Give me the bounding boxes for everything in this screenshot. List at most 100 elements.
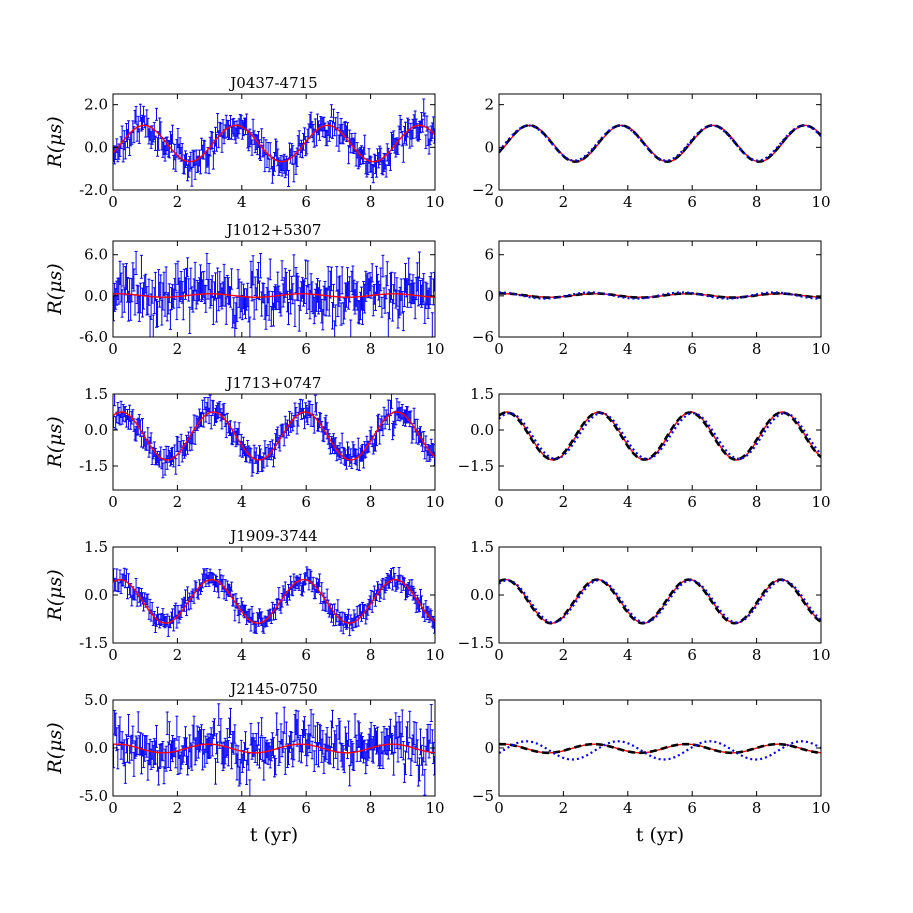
x-tick-label: 0: [494, 493, 504, 511]
y-tick-label: 5.0: [84, 691, 108, 709]
axes-frame: [112, 93, 436, 191]
x-tick-label: 4: [237, 340, 247, 358]
x-tick-label: 4: [237, 799, 247, 817]
series-model: [499, 124, 821, 163]
y-axis-label: R(μs): [44, 722, 66, 774]
y-tick-label: 5: [484, 691, 494, 709]
x-tick-label: 8: [752, 799, 762, 817]
y-tick-label: -1.5: [79, 634, 108, 652]
series-dotted: [499, 124, 821, 162]
panel-j0437-obs: 0 2 4 6 8 10 2.0 0.0 -2.0 J0437-4715 R(μs): [44, 74, 445, 211]
y-tick-label: 1.5: [470, 538, 494, 556]
plot-area: [499, 578, 821, 625]
panel-j1713-model: 0 2 4 6 8 10 1.5 0.0 −1.5: [458, 385, 831, 511]
x-tick-label: 10: [811, 340, 830, 358]
y-tick-label: 0.0: [84, 421, 108, 439]
observed-series: [113, 703, 435, 796]
x-tick-label: 2: [559, 340, 569, 358]
x-axis-label: t (yr): [250, 824, 298, 846]
x-tick-label: 2: [173, 193, 183, 211]
x-tick-label: 4: [623, 193, 633, 211]
axes-frame: [498, 546, 822, 644]
panel-j1909-obs: 0 2 4 6 8 10 1.5 0.0 -1.5 J1909-3744 R(μs): [44, 527, 445, 664]
y-tick-label: 0.0: [470, 421, 494, 439]
x-tick-label: 8: [752, 646, 762, 664]
x-tick-label: 4: [623, 340, 633, 358]
x-tick-label: 0: [108, 193, 118, 211]
plot-area: [113, 98, 435, 187]
x-tick-label: 10: [811, 799, 830, 817]
x-tick-label: 0: [494, 646, 504, 664]
plot-area: [113, 703, 435, 796]
y-tick-label: 1.5: [84, 385, 108, 403]
x-tick-label: 2: [559, 193, 569, 211]
panel-title: J2145-0750: [228, 680, 317, 698]
plot-area: [113, 394, 435, 479]
axes-frame: [498, 93, 822, 191]
x-tick-label: 6: [687, 193, 697, 211]
x-tick-label: 6: [301, 193, 311, 211]
x-tick-label: 10: [811, 646, 830, 664]
y-tick-label: 1.5: [470, 385, 494, 403]
x-tick-label: 0: [494, 340, 504, 358]
x-tick-label: 8: [366, 646, 376, 664]
x-tick-label: 10: [425, 340, 444, 358]
y-tick-label: 0.0: [470, 586, 494, 604]
panel-j1909-model: 0 2 4 6 8 10 1.5 0.0 −1.5: [458, 538, 831, 664]
x-tick-label: 4: [623, 646, 633, 664]
y-tick-label: 0: [484, 287, 494, 305]
y-tick-label: -5.0: [79, 787, 108, 805]
panel-title: J1713+0747: [225, 374, 322, 392]
axes-frame: [112, 699, 436, 797]
y-tick-label: −5: [472, 787, 494, 805]
x-tick-label: 10: [425, 493, 444, 511]
x-tick-label: 0: [108, 646, 118, 664]
x-tick-label: 0: [108, 493, 118, 511]
x-tick-label: 10: [811, 493, 830, 511]
y-axis-label: R(μs): [44, 263, 66, 315]
observed-series: [113, 250, 435, 337]
x-tick-label: 4: [237, 193, 247, 211]
panel-title: J0437-4715: [228, 74, 317, 92]
y-tick-label: 2: [484, 96, 494, 114]
series-dashed: [499, 578, 821, 625]
observed-series: [113, 566, 435, 637]
x-tick-label: 8: [752, 193, 762, 211]
x-tick-label: 2: [173, 493, 183, 511]
axes-frame: [112, 240, 436, 338]
y-tick-label: 6: [484, 246, 494, 264]
x-tick-label: 6: [301, 646, 311, 664]
x-tick-label: 2: [173, 799, 183, 817]
x-tick-label: 4: [623, 493, 633, 511]
series-model: [113, 293, 435, 298]
x-tick-label: 8: [752, 340, 762, 358]
x-tick-label: 0: [108, 799, 118, 817]
x-tick-label: 6: [687, 493, 697, 511]
x-tick-label: 4: [237, 493, 247, 511]
panel-title: J1012+5307: [225, 221, 322, 239]
x-tick-label: 6: [687, 799, 697, 817]
y-tick-label: 0: [484, 739, 494, 757]
axes-frame: [112, 393, 436, 491]
axes-frame: [498, 699, 822, 797]
observed-series: [113, 394, 435, 479]
series-dashed: [499, 411, 821, 461]
axes-frame: [112, 546, 436, 644]
series-dashed: [499, 292, 821, 299]
series-model: [113, 124, 435, 163]
panel-j2145-obs: 0 2 4 6 8 10 5.0 0.0 -5.0 J2145-0750 R(μs) t (yr): [44, 680, 445, 846]
x-tick-label: 2: [559, 493, 569, 511]
x-tick-label: 8: [366, 493, 376, 511]
y-tick-label: −6: [472, 328, 494, 346]
y-tick-label: 1.5: [84, 538, 108, 556]
x-tick-label: 6: [687, 646, 697, 664]
series-model: [113, 743, 435, 754]
x-tick-label: 6: [301, 340, 311, 358]
x-tick-label: 0: [494, 799, 504, 817]
series-model: [499, 743, 821, 754]
axes-frame: [498, 393, 822, 491]
x-tick-label: 10: [811, 193, 830, 211]
series-model: [499, 578, 821, 624]
y-axis-label: R(μs): [44, 116, 66, 168]
